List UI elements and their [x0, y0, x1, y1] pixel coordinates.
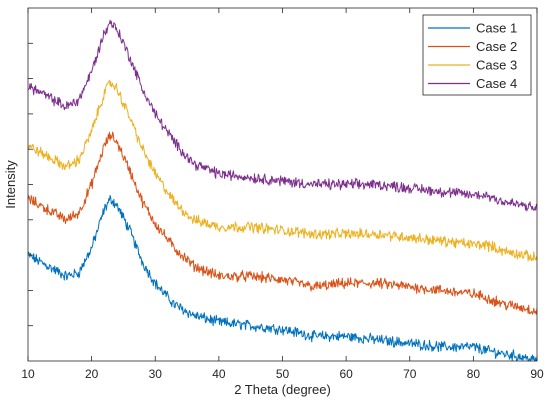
x-tick-label-40: 40 — [212, 367, 226, 381]
series-line-case-3 — [27, 79, 538, 262]
x-tick-label-30: 30 — [149, 367, 163, 381]
legend-label-case-1: Case 1 — [476, 21, 517, 36]
series-line-case-1 — [27, 195, 538, 362]
y-axis-label: Intensity — [3, 160, 18, 209]
x-tick-label-20: 20 — [85, 367, 99, 381]
tick-layer: 10 20 30 40 50 60 70 80 90 — [21, 8, 544, 381]
x-tick-label-70: 70 — [403, 367, 417, 381]
x-tick-label-60: 60 — [339, 367, 353, 381]
x-tick-label-50: 50 — [276, 367, 290, 381]
legend-label-case-3: Case 3 — [476, 58, 517, 73]
series-line-case-2 — [27, 131, 538, 315]
x-tick-label-10: 10 — [21, 367, 35, 381]
legend-label-case-4: Case 4 — [476, 76, 517, 91]
x-axis-label: 2 Theta (degree) — [234, 382, 331, 397]
legend-label-case-2: Case 2 — [476, 39, 517, 54]
x-tick-label-80: 80 — [467, 367, 481, 381]
series-line-case-4 — [27, 19, 538, 212]
legend: Case 1 Case 2 Case 3 Case 4 — [422, 14, 532, 96]
series-layer — [27, 19, 538, 362]
x-tick-label-90: 90 — [530, 367, 544, 381]
